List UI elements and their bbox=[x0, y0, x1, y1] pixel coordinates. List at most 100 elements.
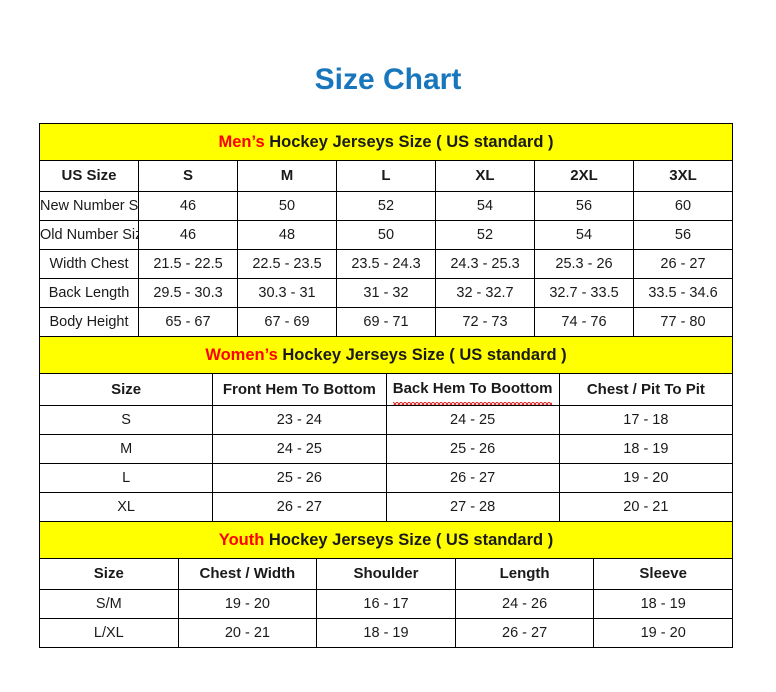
womens-cell: 26 - 27 bbox=[385, 463, 560, 493]
table-row: Old Number Size 46 48 50 52 54 56 bbox=[39, 220, 733, 250]
mens-row-label: Old Number Size bbox=[39, 220, 139, 250]
page-title-wrap: Size Chart bbox=[0, 63, 776, 96]
youth-banner-cell: Youth Hockey Jerseys Size ( US standard … bbox=[39, 521, 733, 559]
mens-header-us-size: US Size bbox=[39, 160, 139, 192]
table-row: S 23 - 24 24 - 25 17 - 18 bbox=[38, 405, 734, 435]
mens-cell: 69 - 71 bbox=[336, 307, 436, 337]
youth-header-chest-width: Chest / Width bbox=[177, 558, 318, 590]
womens-header-front-hem-to-bottom: Front Hem To Bottom bbox=[212, 373, 387, 406]
mens-cell: 46 bbox=[138, 220, 238, 250]
mens-banner-accent: Men’s bbox=[218, 133, 265, 151]
mens-cell: 65 - 67 bbox=[138, 307, 238, 337]
mens-cell: 50 bbox=[336, 220, 436, 250]
mens-cell: 31 - 32 bbox=[336, 278, 436, 308]
table-row: Back Length 29.5 - 30.3 30.3 - 31 31 - 3… bbox=[39, 278, 733, 308]
womens-row-label: S bbox=[38, 405, 214, 435]
table-row: XL 26 - 27 27 - 28 20 - 21 bbox=[38, 492, 734, 522]
mens-cell: 74 - 76 bbox=[534, 307, 634, 337]
mens-banner-rest: Hockey Jerseys Size ( US standard ) bbox=[264, 133, 554, 151]
mens-header-2xl: 2XL bbox=[534, 160, 634, 192]
mens-banner-row: Men’s Hockey Jerseys Size ( US standard … bbox=[39, 123, 733, 161]
mens-cell: 67 - 69 bbox=[237, 307, 337, 337]
mens-cell: 33.5 - 34.6 bbox=[633, 278, 733, 308]
mens-cell: 77 - 80 bbox=[633, 307, 733, 337]
mens-cell: 21.5 - 22.5 bbox=[138, 249, 238, 279]
womens-cell: 17 - 18 bbox=[558, 405, 734, 435]
womens-header-back-hem-to-bottom: Back Hem To Boottom bbox=[385, 373, 560, 406]
youth-banner-accent: Youth bbox=[218, 531, 265, 549]
mens-cell: 26 - 27 bbox=[633, 249, 733, 279]
mens-header-row: US Size S M L XL 2XL 3XL bbox=[39, 160, 733, 192]
table-row: L 25 - 26 26 - 27 19 - 20 bbox=[38, 463, 734, 493]
mens-cell: 22.5 - 23.5 bbox=[237, 249, 337, 279]
youth-banner-rest: Hockey Jerseys Size ( US standard ) bbox=[264, 531, 554, 549]
youth-row-label: S/M bbox=[39, 589, 179, 619]
mens-cell: 54 bbox=[534, 220, 634, 250]
table-row: Width Chest 21.5 - 22.5 22.5 - 23.5 23.5… bbox=[39, 249, 733, 279]
table-row: Body Height 65 - 67 67 - 69 69 - 71 72 -… bbox=[39, 307, 733, 337]
mens-cell: 29.5 - 30.3 bbox=[138, 278, 238, 308]
mens-banner-cell: Men’s Hockey Jerseys Size ( US standard … bbox=[39, 123, 733, 161]
misspelled-header-text: Back Hem To Boottom bbox=[392, 375, 552, 405]
womens-cell: 24 - 25 bbox=[385, 405, 560, 435]
youth-banner-row: Youth Hockey Jerseys Size ( US standard … bbox=[39, 521, 733, 559]
table-row: M 24 - 25 25 - 26 18 - 19 bbox=[38, 434, 734, 464]
womens-row-label: M bbox=[38, 434, 214, 464]
youth-cell: 20 - 21 bbox=[177, 618, 318, 648]
womens-cell: 19 - 20 bbox=[558, 463, 734, 493]
table-row: New Number Size 46 50 52 54 56 60 bbox=[39, 191, 733, 221]
womens-banner-rest: Hockey Jerseys Size ( US standard ) bbox=[277, 346, 567, 364]
table-row: S/M 19 - 20 16 - 17 24 - 26 18 - 19 bbox=[39, 589, 733, 619]
mens-cell: 72 - 73 bbox=[435, 307, 535, 337]
womens-header-chest-pit-to-pit: Chest / Pit To Pit bbox=[558, 373, 734, 406]
mens-cell: 48 bbox=[237, 220, 337, 250]
mens-header-s: S bbox=[138, 160, 238, 192]
womens-cell: 26 - 27 bbox=[212, 492, 387, 522]
mens-header-3xl: 3XL bbox=[633, 160, 733, 192]
womens-banner-accent: Women’s bbox=[205, 346, 278, 364]
youth-header-row: Size Chest / Width Shoulder Length Sleev… bbox=[39, 558, 733, 590]
womens-row-label: XL bbox=[38, 492, 214, 522]
womens-banner-cell: Women’s Hockey Jerseys Size ( US standar… bbox=[39, 336, 733, 374]
youth-cell: 19 - 20 bbox=[177, 589, 318, 619]
womens-size-table: Women’s Hockey Jerseys Size ( US standar… bbox=[38, 336, 734, 522]
womens-banner-row: Women’s Hockey Jerseys Size ( US standar… bbox=[39, 336, 733, 374]
womens-cell: 20 - 21 bbox=[558, 492, 734, 522]
mens-cell: 24.3 - 25.3 bbox=[435, 249, 535, 279]
mens-cell: 54 bbox=[435, 191, 535, 221]
mens-cell: 46 bbox=[138, 191, 238, 221]
womens-cell: 25 - 26 bbox=[385, 434, 560, 464]
youth-size-table: Youth Hockey Jerseys Size ( US standard … bbox=[39, 521, 733, 648]
youth-cell: 18 - 19 bbox=[593, 589, 733, 619]
womens-row-label: L bbox=[38, 463, 214, 493]
mens-cell: 60 bbox=[633, 191, 733, 221]
page-title: Size Chart bbox=[314, 63, 462, 96]
womens-cell: 24 - 25 bbox=[212, 434, 387, 464]
mens-header-xl: XL bbox=[435, 160, 535, 192]
mens-cell: 32.7 - 33.5 bbox=[534, 278, 634, 308]
table-row: L/XL 20 - 21 18 - 19 26 - 27 19 - 20 bbox=[39, 618, 733, 648]
mens-row-label: Back Length bbox=[39, 278, 139, 308]
mens-cell: 23.5 - 24.3 bbox=[336, 249, 436, 279]
mens-row-label: Body Height bbox=[39, 307, 139, 337]
youth-row-label: L/XL bbox=[39, 618, 179, 648]
womens-cell: 23 - 24 bbox=[212, 405, 387, 435]
mens-row-label: New Number Size bbox=[39, 191, 139, 221]
youth-header-shoulder: Shoulder bbox=[316, 558, 456, 590]
mens-cell: 50 bbox=[237, 191, 337, 221]
mens-header-m: M bbox=[237, 160, 337, 192]
mens-size-table: Men’s Hockey Jerseys Size ( US standard … bbox=[39, 123, 733, 337]
womens-header-size: Size bbox=[38, 373, 214, 406]
youth-cell: 18 - 19 bbox=[316, 618, 456, 648]
size-tables-container: Men’s Hockey Jerseys Size ( US standard … bbox=[38, 123, 734, 648]
mens-header-l: L bbox=[336, 160, 436, 192]
mens-cell: 56 bbox=[633, 220, 733, 250]
youth-header-sleeve: Sleeve bbox=[593, 558, 733, 590]
mens-cell: 52 bbox=[336, 191, 436, 221]
mens-cell: 52 bbox=[435, 220, 535, 250]
youth-header-size: Size bbox=[39, 558, 179, 590]
youth-cell: 19 - 20 bbox=[593, 618, 733, 648]
womens-header-row: Size Front Hem To Bottom Back Hem To Boo… bbox=[38, 373, 734, 406]
womens-cell: 25 - 26 bbox=[212, 463, 387, 493]
